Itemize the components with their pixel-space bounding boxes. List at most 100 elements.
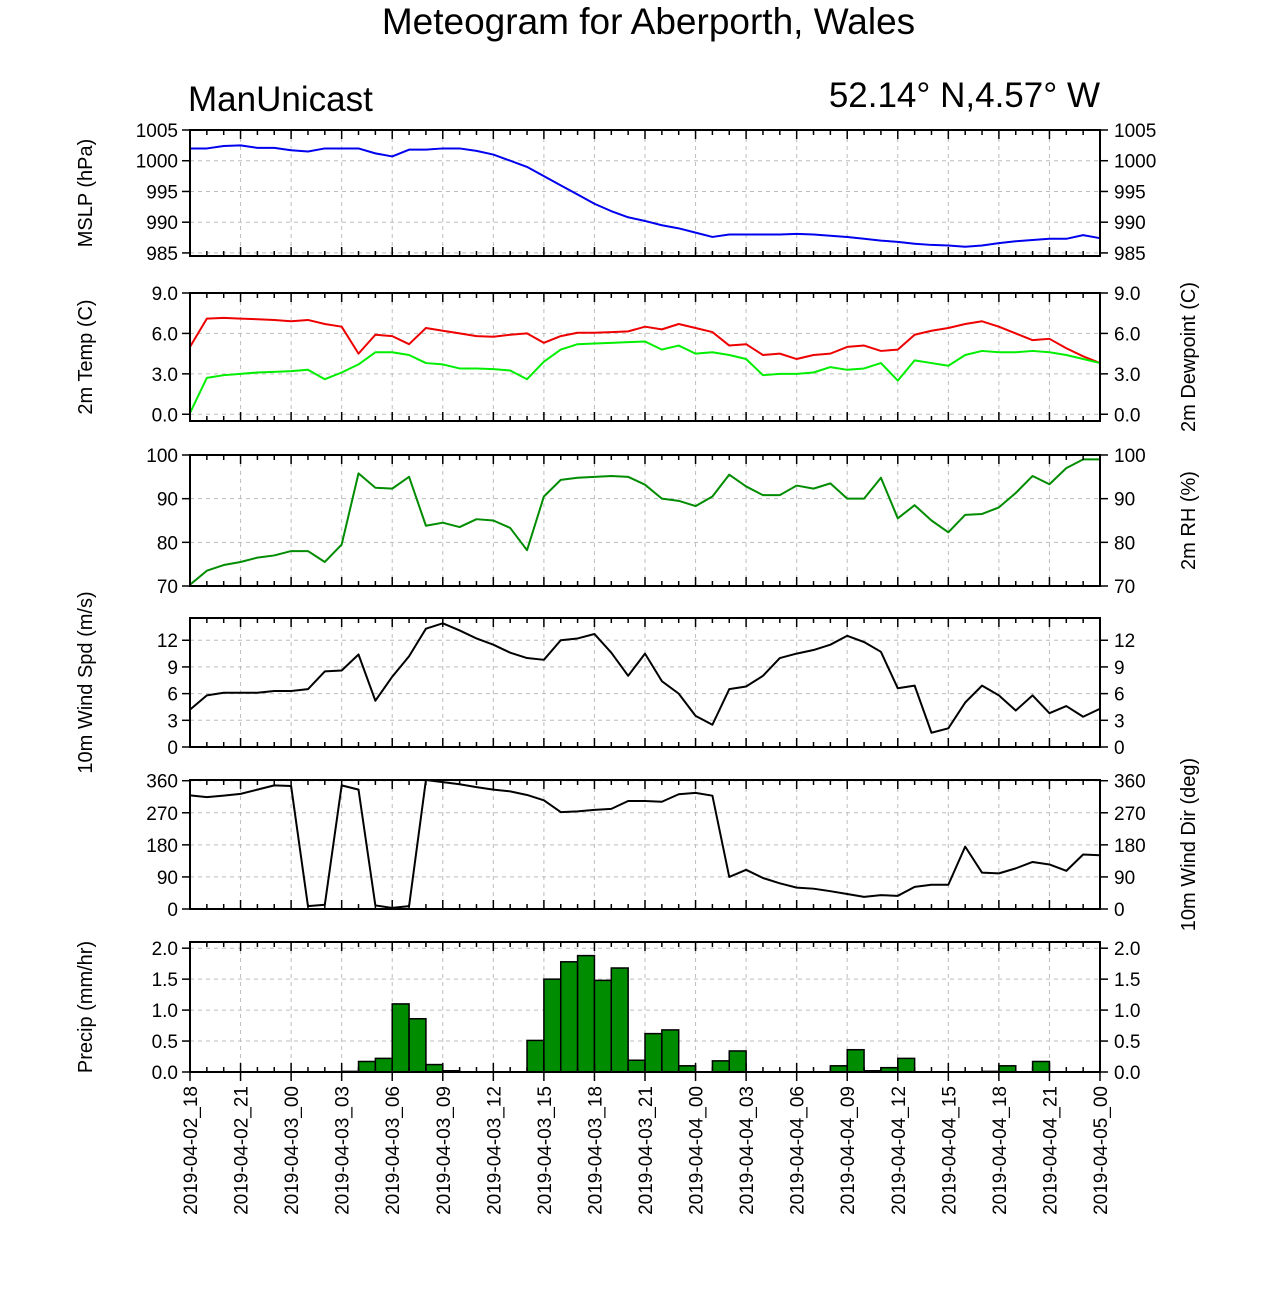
precip-bar (644, 1032, 663, 1073)
precip-bar (425, 1063, 444, 1073)
y-tick-label: 6.0 (152, 324, 178, 345)
y-axis-title: Precip (mm/hr) (75, 941, 97, 1073)
y-tick-label: 1.5 (152, 970, 178, 991)
y-tick-label-right: 270 (1114, 804, 1146, 825)
y-tick-label-right: 100 (1114, 446, 1146, 467)
y-tick-label-right: 180 (1114, 836, 1146, 857)
y-tick-label: 990 (146, 213, 178, 234)
y-tick-label-right: 3 (1114, 711, 1125, 732)
precip-bar (610, 967, 629, 1073)
y-tick-label-right: 6 (1114, 685, 1125, 706)
y-tick-label: 6 (167, 685, 178, 706)
y-tick-label: 0.5 (152, 1032, 178, 1053)
panel-wspd: 0 0 3 3 6 6 9 9 12 12 10m Wind Spd (m/s) (75, 591, 1135, 773)
precip-bar (559, 961, 579, 1073)
x-tick-label: 2019-04-02_21 (232, 1086, 253, 1215)
series-line-temp-0 (189, 316, 1101, 364)
y-tick-label: 985 (146, 244, 178, 265)
y-tick-label-right: 90 (1114, 490, 1135, 511)
y-tick-label-right: 1005 (1114, 121, 1156, 142)
y-tick-label: 100 (146, 446, 178, 467)
y-tick-label: 0.0 (152, 1063, 178, 1084)
y-tick-label-right: 90 (1114, 868, 1135, 889)
y-tick-label-right: 995 (1114, 182, 1146, 203)
precip-bar (408, 1018, 427, 1073)
y-tick-label-right: 1.0 (1114, 1001, 1140, 1022)
y-tick-label-right: 3.0 (1114, 365, 1140, 386)
y-tick-label: 70 (157, 577, 178, 598)
series-line-wspd-0 (189, 622, 1101, 734)
y-tick-label-right: 9.0 (1114, 284, 1140, 305)
y-tick-label: 180 (146, 836, 178, 857)
y-tick-label-right: 80 (1114, 533, 1135, 554)
x-tick-label: 2019-04-04_03 (737, 1086, 758, 1215)
y-tick-label: 0.0 (152, 405, 178, 426)
y-tick-label-right: 0 (1114, 738, 1125, 759)
y-tick-label: 90 (157, 868, 178, 889)
series-line-rh-0 (189, 458, 1100, 586)
panel-wdir: 0 0 90 90 180 180 270 270 360 360 10m Wind Dir (de… (146, 758, 1200, 931)
y-tick-label: 1005 (136, 121, 178, 142)
y-tick-label: 9 (167, 658, 178, 679)
y-tick-label: 80 (157, 533, 178, 554)
precip-bar (374, 1057, 393, 1073)
y-tick-label-right: 70 (1114, 577, 1135, 598)
y-tick-label: 0 (167, 900, 178, 921)
y-axis-title-right: 2m RH (%) (1178, 471, 1200, 570)
precip-bar (627, 1059, 646, 1073)
x-tick-label: 2019-04-03_21 (636, 1086, 657, 1215)
y-tick-label-right: 6.0 (1114, 324, 1140, 345)
y-tick-label: 3.0 (152, 365, 178, 386)
y-tick-label-right: 1000 (1114, 152, 1156, 173)
precip-bar (576, 954, 596, 1073)
precip-bar (543, 978, 562, 1073)
y-tick-label: 3 (167, 711, 178, 732)
x-tick-label: 2019-04-03_06 (383, 1086, 404, 1215)
precip-bar (846, 1048, 865, 1073)
chart-title: Meteogram for Aberporth, Wales (381, 1, 916, 42)
series-line-temp-1 (189, 340, 1101, 414)
panel-precip: 0.0 0.0 0.5 0.5 1.0 1.0 1.5 1.5 2.0 2.0 Precip (mm… (75, 939, 1140, 1084)
y-tick-label-right: 990 (1114, 213, 1146, 234)
y-tick-label-right: 360 (1114, 772, 1146, 793)
precip-bar (391, 1003, 410, 1073)
y-axis-title-right: 10m Wind Dir (deg) (1178, 758, 1200, 931)
y-tick-label: 360 (146, 772, 178, 793)
x-tick-label: 2019-04-04_18 (990, 1086, 1011, 1215)
y-axis-title-right: 2m Dewpoint (C) (1178, 282, 1200, 432)
x-tick-label: 2019-04-03_03 (333, 1086, 354, 1215)
x-tick-label: 2019-04-04_15 (939, 1086, 960, 1215)
x-tick-label: 2019-04-03_00 (282, 1086, 303, 1215)
y-tick-label: 2.0 (152, 939, 178, 960)
station-coordinates: 52.14° N,4.57° W (828, 76, 1100, 115)
x-tick-label: 2019-04-04_00 (687, 1086, 708, 1215)
y-tick-label-right: 0 (1114, 900, 1125, 921)
series-line-mslp-0 (190, 144, 1101, 248)
precip-bar (593, 979, 613, 1073)
y-tick-label-right: 0.5 (1114, 1032, 1140, 1053)
y-tick-label: 90 (157, 490, 178, 511)
x-tick-label: 2019-04-04_21 (1040, 1086, 1061, 1215)
panel-temp: 0.0 0.0 3.0 3.0 6.0 6.0 9.0 9.0 2m Temp (C) 2m De… (75, 282, 1200, 432)
precip-bar (897, 1057, 916, 1073)
x-tick-label: 2019-04-03_18 (585, 1086, 606, 1215)
y-tick-label-right: 9 (1114, 658, 1125, 679)
x-tick-label: 2019-04-05_00 (1091, 1086, 1112, 1215)
x-axis: 2019-04-02_18 2019-04-02_21 2019-04-03_00 2… (181, 1072, 1112, 1215)
precip-bar (357, 1060, 377, 1073)
y-tick-label-right: 1.5 (1114, 970, 1140, 991)
x-tick-label: 2019-04-03_12 (484, 1086, 505, 1215)
precip-bar (711, 1060, 731, 1073)
precip-bar (661, 1029, 680, 1073)
y-tick-label: 0 (167, 738, 178, 759)
model-name: ManUnicast (188, 80, 373, 119)
x-tick-label: 2019-04-02_18 (181, 1086, 202, 1215)
y-tick-label-right: 12 (1114, 631, 1135, 652)
precip-bar (728, 1050, 747, 1073)
x-tick-label: 2019-04-04_06 (788, 1086, 809, 1215)
y-axis-title: MSLP (hPa) (75, 139, 97, 248)
y-tick-label-right: 2.0 (1114, 939, 1140, 960)
panel-mslp: 985 985 990 990 995 995 1000 1000 1005 1005 MSLP (… (75, 121, 1156, 265)
x-tick-label: 2019-04-04_12 (889, 1086, 910, 1215)
